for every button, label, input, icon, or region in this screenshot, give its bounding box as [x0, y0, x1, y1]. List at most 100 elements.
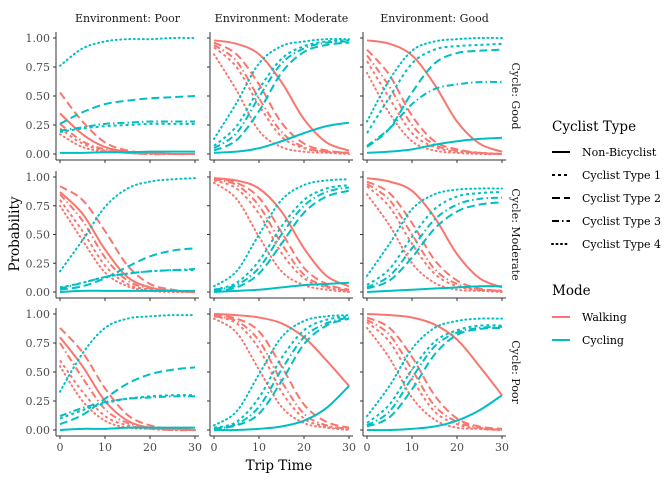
series-line-cycling-cyclist-type-1 [213, 39, 350, 147]
series-line-cycling-cyclist-type-3 [366, 196, 503, 289]
series-line-walking-cyclist-type-2 [366, 48, 503, 155]
y-tick-label: 0.00 [26, 286, 51, 299]
series-line-cycling-cyclist-type-3 [59, 268, 196, 290]
legend-label: Cyclist Type 3 [582, 215, 661, 228]
series-line-walking-cyclist-type-4 [366, 193, 503, 293]
y-tick-label: 1.00 [26, 171, 51, 184]
legend: Cyclist Type Non-Bicyclist Cyclist Type 1 C… [551, 119, 661, 347]
y-tick-label: 0.00 [26, 148, 51, 161]
series-line-cycling-cyclist-type-4 [59, 36, 196, 67]
series-line-cycling-cyclist-type-2 [366, 48, 503, 148]
series-line-cycling-cyclist-type-4 [366, 36, 503, 123]
x-tick-label: 0 [364, 441, 371, 454]
series-line-cycling-cyclist-type-3 [59, 120, 195, 132]
panel-cycle-poor-environment-moderate [207, 308, 353, 439]
legend-title: Cyclist Type [552, 119, 636, 135]
series-line-walking-cyclist-type-3 [213, 315, 350, 430]
panel-cycle-moderate-environment-good [360, 171, 506, 301]
column-strip-label: Environment: Good [380, 12, 489, 25]
series-line-cycling-cyclist-type-2 [213, 189, 350, 292]
series-line-walking-cyclist-type-2 [213, 41, 350, 154]
panel-cycle-moderate-environment-moderate [207, 171, 353, 301]
y-axis-title: Probability [7, 196, 23, 271]
series-line-walking-non-bicyclist [213, 313, 350, 387]
y-tick-label: 0.25 [26, 119, 51, 132]
x-tick-label: 30 [495, 441, 509, 454]
series-line-walking-cyclist-type-1 [366, 321, 503, 431]
series-line-walking-cyclist-type-1 [59, 199, 196, 293]
series-line-walking-cyclist-type-2 [366, 316, 503, 430]
series-line-walking-cyclist-type-3 [366, 183, 503, 292]
series-line-walking-cyclist-type-1 [213, 179, 350, 292]
legend-label: Cyclist Type 2 [582, 192, 661, 205]
legend-cyclist-type: Cyclist Type Non-Bicyclist Cyclist Type 1 C… [551, 119, 661, 251]
x-tick-label: 20 [143, 441, 157, 454]
panel-cycle-good-environment-poor [53, 32, 199, 163]
legend-mode: Mode Walking Cycling [552, 283, 627, 347]
series-line-walking-cyclist-type-4 [366, 326, 503, 431]
series-line-walking-cyclist-type-3 [59, 193, 196, 293]
row-strip-label: Cycle: Moderate [509, 188, 522, 280]
series-line-cycling-cyclist-type-3 [366, 325, 503, 427]
legend-label: Cyclist Type 4 [582, 238, 661, 251]
x-axis-title: Trip Time [246, 458, 313, 474]
series-line-walking-cyclist-type-3 [59, 342, 196, 432]
series-line-cycling-cyclist-type-3 [366, 80, 503, 147]
series-line-cycling-cyclist-type-4 [59, 314, 196, 393]
x-tick-label: 30 [188, 441, 202, 454]
x-tick-label: 0 [57, 441, 64, 454]
y-tick-label: 0.75 [26, 200, 51, 213]
panel-cycle-good-environment-moderate [207, 32, 353, 163]
y-tick-label: 1.00 [26, 308, 51, 321]
series-line-walking-cyclist-type-1 [213, 315, 350, 430]
series-line-cycling-non-bicyclist [59, 426, 195, 431]
column-strip-label: Environment: Moderate [215, 12, 349, 25]
x-tick-label: 10 [405, 441, 419, 454]
series-line-walking-cyclist-type-1 [59, 359, 196, 432]
series-line-walking-non-bicyclist [366, 39, 503, 153]
series-line-walking-cyclist-type-1 [213, 46, 350, 154]
series-line-cycling-cyclist-type-4 [213, 37, 350, 140]
y-tick-label: 0.75 [26, 337, 51, 350]
x-tick-label: 10 [98, 441, 112, 454]
series-line-cycling-cyclist-type-1 [59, 394, 196, 420]
panel-cycle-poor-environment-good [360, 308, 506, 439]
row-strip-label: Cycle: Poor [509, 340, 522, 404]
series-line-cycling-non-bicyclist [59, 289, 195, 293]
series-line-cycling-cyclist-type-1 [213, 315, 350, 429]
x-tick-label: 0 [211, 441, 218, 454]
series-line-cycling-non-bicyclist [59, 150, 195, 154]
y-axis-tick-labels: 0.00 0.25 0.50 0.75 1.00 0.00 0.25 0.50 0.75 1.00… [26, 32, 51, 437]
series-line-cycling-non-bicyclist [213, 385, 350, 432]
legend-label: Walking [582, 311, 627, 324]
y-tick-label: 1.00 [26, 32, 51, 45]
series-line-cycling-cyclist-type-1 [366, 190, 503, 286]
y-tick-label: 0.75 [26, 61, 51, 74]
series-line-walking-cyclist-type-2 [59, 185, 196, 293]
series-line-walking-cyclist-type-2 [366, 180, 503, 292]
y-tick-label: 0.50 [26, 229, 51, 242]
series-line-walking-cyclist-type-3 [213, 44, 350, 154]
series-line-cycling-cyclist-type-1 [59, 122, 195, 133]
series-line-walking-cyclist-type-1 [366, 185, 503, 292]
series-line-cycling-cyclist-type-2 [366, 326, 503, 428]
y-tick-label: 0.50 [26, 366, 51, 379]
panel-cycle-good-environment-good [360, 32, 506, 163]
series-line-cycling-non-bicyclist [213, 281, 350, 293]
legend-label: Cyclist Type 1 [582, 169, 661, 182]
series-line-cycling-cyclist-type-2 [366, 201, 503, 290]
series-line-cycling-cyclist-type-3 [213, 186, 350, 291]
panel-cycle-poor-environment-poor [53, 308, 199, 439]
series-line-cycling-cyclist-type-3 [213, 316, 350, 430]
series-line-cycling-cyclist-type-4 [213, 178, 350, 288]
x-tick-label: 20 [297, 441, 311, 454]
series-line-cycling-non-bicyclist [213, 121, 350, 154]
panel-cycle-moderate-environment-poor [53, 171, 199, 301]
series-line-cycling-cyclist-type-4 [59, 177, 196, 273]
column-strip-label: Environment: Poor [75, 12, 181, 25]
series-line-cycling-cyclist-type-3 [59, 395, 196, 418]
series-line-cycling-cyclist-type-1 [213, 184, 350, 291]
series-line-walking-non-bicyclist [213, 177, 350, 288]
series-line-cycling-cyclist-type-4 [366, 317, 503, 418]
